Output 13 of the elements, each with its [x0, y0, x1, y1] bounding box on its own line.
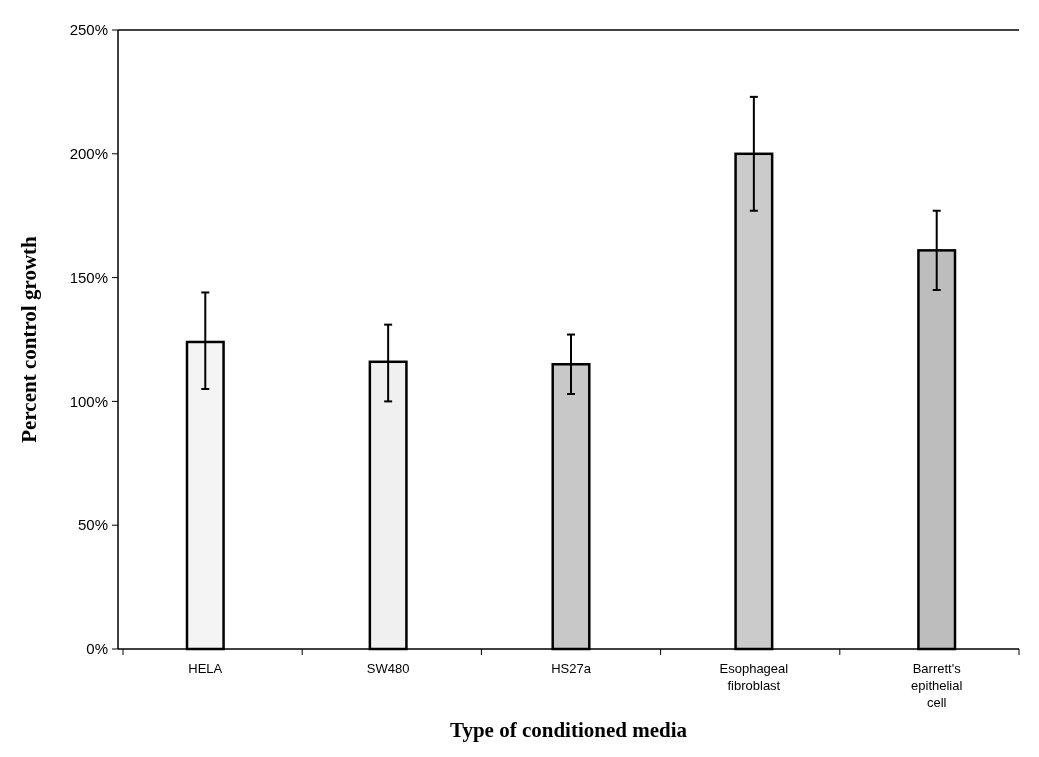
x-tick-label: Esophageal fibroblast [719, 661, 789, 693]
x-tick-label: SW480 [366, 661, 410, 676]
y-tick-label: 250% [69, 21, 108, 39]
y-tick-label: 50% [77, 516, 108, 534]
y-tick-label: 100% [69, 392, 108, 410]
y-tick-label: 0% [86, 640, 108, 658]
x-tick-label: HELA [188, 661, 223, 676]
y-tick-label: 150% [69, 268, 108, 286]
x-axis-title: Type of conditioned media [449, 718, 688, 742]
y-axis-title: Percent control growth [17, 235, 41, 443]
x-tick-label: HS27a [551, 661, 592, 676]
y-tick-label: 200% [69, 145, 108, 163]
x-tick-label: Barrett's epithelial cell [911, 661, 963, 710]
